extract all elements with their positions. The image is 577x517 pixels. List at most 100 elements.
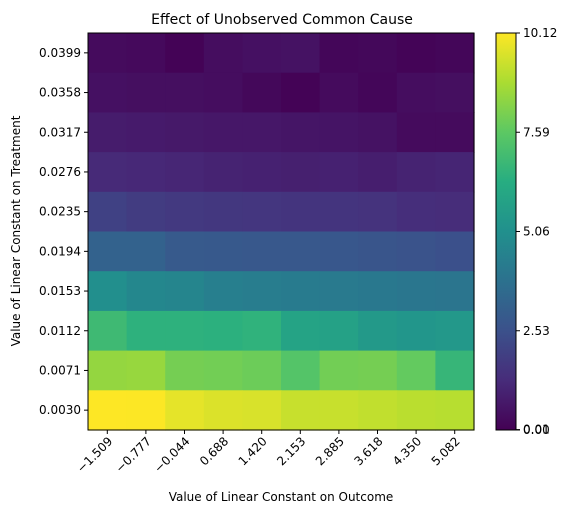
heatmap-cell (203, 231, 243, 272)
heatmap-cell (165, 310, 205, 352)
heatmap-cell (358, 231, 398, 272)
heatmap-cell (319, 310, 359, 352)
heatmap-cells (88, 33, 475, 431)
heatmap-cell (281, 112, 321, 153)
colorbar (495, 32, 517, 431)
heatmap-cell (396, 191, 436, 233)
heatmap-cell (203, 72, 243, 113)
heatmap-cell (319, 271, 359, 312)
heatmap-cell (435, 310, 475, 352)
colorbar-tick-label: 5.06 (523, 225, 550, 239)
heatmap-cell (435, 191, 475, 233)
heatmap-cell (396, 310, 436, 352)
x-tick-label: 1.420 (236, 434, 270, 468)
heatmap-cell (242, 33, 282, 74)
heatmap-cell (165, 271, 205, 312)
heatmap-cell (435, 112, 475, 153)
heatmap-cell (281, 191, 321, 233)
heatmap-cell (242, 231, 282, 272)
colorbar-tick-label: 10.12 (523, 26, 557, 40)
heatmap-cell (358, 271, 398, 312)
heatmap-cell (165, 350, 205, 391)
colorbar-tick-label: 0.01 (523, 423, 550, 437)
y-axis-label: Value of Linear Constant on Treatment (9, 115, 23, 346)
heatmap-cell (88, 72, 128, 113)
colorbar-ticks: 0.000.01 2.53 5.06 7.59 10.12 (516, 26, 557, 437)
heatmap-cell (242, 191, 282, 233)
heatmap-cell (203, 271, 243, 312)
y-tick-label: 0.0030 (39, 403, 81, 417)
x-axis-label: Value of Linear Constant on Outcome (169, 490, 394, 504)
heatmap-cell (88, 310, 128, 352)
x-tick-label: 5.082 (429, 434, 463, 468)
heatmap-cell (396, 72, 436, 113)
heatmap-cell (126, 112, 166, 153)
heatmap-cell (165, 72, 205, 113)
heatmap-cell (203, 191, 243, 233)
heatmap-cell (358, 191, 398, 233)
heatmap-cell (435, 33, 475, 74)
heatmap-cell (165, 390, 205, 431)
y-tick-label: 0.0071 (39, 363, 81, 377)
heatmap-cell (88, 390, 128, 431)
heatmap-cell (88, 231, 128, 272)
heatmap-cell (358, 310, 398, 352)
heatmap-cell (435, 350, 475, 391)
colorbar-tick-label: 7.59 (523, 125, 550, 139)
x-tick-label: 2.885 (313, 434, 347, 468)
heatmap-cell (319, 72, 359, 113)
heatmap-cell (281, 72, 321, 113)
heatmap-cell (88, 191, 128, 233)
y-tick-label: 0.0112 (39, 324, 81, 338)
heatmap-cell (165, 112, 205, 153)
heatmap-cell (203, 310, 243, 352)
heatmap-cell (281, 33, 321, 74)
heatmap-cell (319, 350, 359, 391)
heatmap-cell (165, 33, 205, 74)
heatmap-cell (242, 271, 282, 312)
heatmap-cell (319, 191, 359, 233)
heatmap-cell (88, 271, 128, 312)
heatmap-cell (126, 350, 166, 391)
y-tick-label: 0.0276 (39, 165, 81, 179)
x-tick-label: −0.044 (151, 434, 192, 475)
heatmap-cell (435, 271, 475, 312)
heatmap-cell (242, 72, 282, 113)
heatmap-cell (396, 271, 436, 312)
heatmap-cell (396, 152, 436, 193)
heatmap-cell (126, 310, 166, 352)
x-tick-label: −0.777 (113, 434, 154, 475)
heatmap-cell (242, 152, 282, 193)
heatmap-cell (126, 33, 166, 74)
heatmap-cell (358, 152, 398, 193)
heatmap-cell (126, 191, 166, 233)
heatmap-cell (88, 112, 128, 153)
heatmap-cell (396, 231, 436, 272)
heatmap-cell (242, 310, 282, 352)
heatmap-cell (126, 152, 166, 193)
heatmap-cell (165, 231, 205, 272)
heatmap-cell (203, 390, 243, 431)
chart-title: Effect of Unobserved Common Cause (151, 12, 413, 28)
heatmap-cell (281, 310, 321, 352)
heatmap-cell (358, 390, 398, 431)
heatmap-cell (203, 33, 243, 74)
heatmap-cell (203, 152, 243, 193)
heatmap-cell (88, 152, 128, 193)
heatmap-cell (358, 112, 398, 153)
heatmap-cell (319, 390, 359, 431)
y-tick-label: 0.0153 (39, 284, 81, 298)
heatmap-cell (319, 231, 359, 272)
heatmap-cell (396, 390, 436, 431)
heatmap-cell (281, 271, 321, 312)
y-axis-ticks: 0.0399 0.0358 0.0317 0.0276 0.0235 0.0194 0.01… (39, 46, 88, 417)
y-tick-label: 0.0235 (39, 205, 81, 219)
x-tick-label: 3.618 (351, 434, 385, 468)
heatmap-cell (358, 350, 398, 391)
heatmap-cell (281, 152, 321, 193)
colorbar-tick-label: 2.53 (523, 324, 550, 338)
x-axis-ticks: −1.509−0.777−0.044 0.688 1.420 2.153 2.885 3.… (74, 430, 463, 476)
y-tick-label: 0.0317 (39, 125, 81, 139)
heatmap-cell (126, 271, 166, 312)
